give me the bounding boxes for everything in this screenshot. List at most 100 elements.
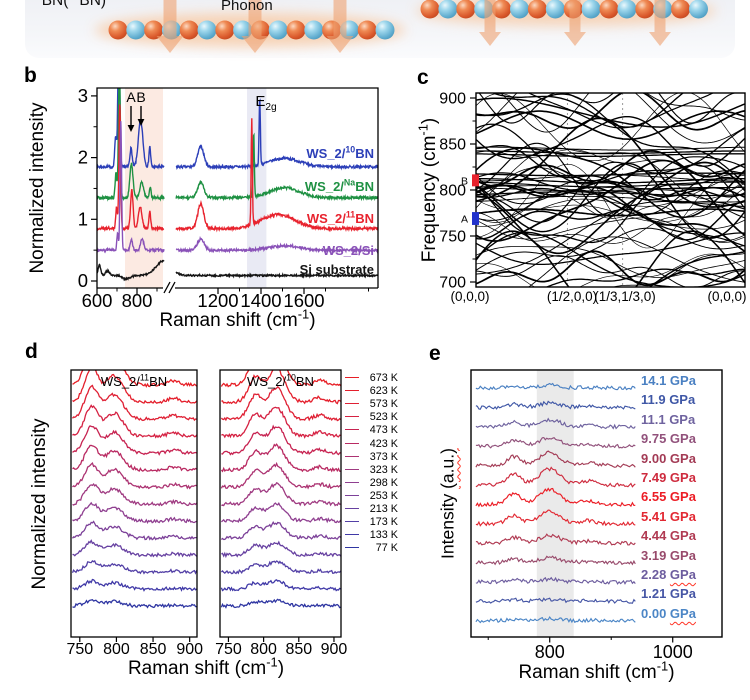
phonon-branch: [476, 150, 745, 155]
phonon-branch: [476, 181, 745, 188]
x-tick-label: 850: [285, 641, 312, 658]
temperature-spectrum: [220, 598, 341, 609]
phonon-branch: [500, 93, 745, 133]
y-tick-label: 2: [78, 147, 88, 168]
phonon-branch: [476, 187, 745, 244]
pressure-label: 5.41 GPa: [641, 508, 696, 524]
pressure-label: 11.9 GPa: [641, 392, 696, 408]
legend-swatch: [345, 442, 359, 444]
legend-label: 323 K: [369, 463, 398, 476]
phonon-branch: [476, 195, 745, 203]
x-tick-label: 800: [250, 641, 277, 658]
pressure-label: 2.28 GPa: [641, 567, 696, 582]
subpanel-title: WS_2/10BN: [247, 372, 314, 389]
x-tick-label: 1600: [283, 290, 324, 311]
phonon-branch: [476, 93, 745, 131]
phonon-branch: [476, 93, 745, 144]
pressure-label: 4.44 GPa: [641, 528, 696, 544]
pressure-spectrum: [475, 436, 636, 449]
panel-a-phonon-label: Phonon: [221, 0, 273, 14]
phonon-branch: [648, 250, 745, 287]
temperature-spectrum: [221, 481, 341, 507]
series-label: WS_2/Si: [322, 243, 374, 258]
boron-atom: [357, 20, 377, 40]
phonon-branch: [476, 110, 745, 141]
phonon-branch: [476, 172, 745, 177]
panel-c-ylabel: Frequency (cm-1): [415, 117, 440, 263]
phonon-branch: [476, 161, 745, 255]
legend-swatch: [345, 481, 359, 483]
panel-e-xlabel: Raman shift (cm-1): [518, 658, 675, 683]
legend-label: 77 K: [375, 542, 398, 555]
boron-atom: [671, 0, 691, 19]
nitrogen-atom: [375, 20, 395, 40]
legend-label: 253 K: [369, 489, 398, 502]
phonon-branch: [476, 167, 745, 230]
mode-marker-label: A: [461, 214, 468, 226]
series-label: WS_2/10BN: [306, 144, 374, 161]
axis-break-mark: [163, 281, 176, 294]
pressure-spectrum: [475, 400, 636, 410]
panel-b-plot: 600 800 1200 1400 1600 0 1 2 3 A B: [78, 85, 379, 311]
x-tick-label: 1200: [197, 290, 238, 311]
temperature-spectrum: [221, 370, 341, 405]
k-point-label: (0,0,0): [707, 289, 746, 304]
nitrogen-atom: [197, 20, 217, 40]
temperature-spectrum: [72, 404, 197, 439]
temperature-spectrum: [220, 386, 341, 422]
boron-atom: [179, 20, 199, 40]
phonon-branch: [490, 93, 685, 128]
mode-marker-A: [472, 212, 479, 225]
x-tick-label: 750: [215, 641, 242, 658]
legend-label: 523 K: [369, 411, 398, 424]
pressure-label: 11.1 GPa: [641, 411, 696, 427]
e2g-annotation: E2g: [255, 93, 277, 113]
spectrum-series-2: [97, 104, 378, 233]
pressure-spectrum: [475, 533, 636, 546]
phonon-branch: [476, 230, 745, 287]
legend-swatch: [345, 455, 359, 457]
phonon-arrow: [326, 0, 354, 53]
phonon-branch: [527, 236, 745, 287]
temperature-spectrum: [71, 560, 197, 575]
phonon-branch: [476, 147, 745, 200]
temperature-spectrum: [221, 406, 341, 439]
spectrum-series-0: [97, 88, 378, 171]
legend-swatch: [345, 547, 359, 549]
temperature-spectrum: [221, 424, 341, 456]
phonon-branch: [476, 217, 745, 242]
phonon-branch: [476, 153, 745, 157]
phonon-branch: [476, 180, 745, 199]
panel-e-letter: e: [429, 342, 441, 365]
nitrogen-atom: [510, 0, 529, 19]
subpanel-title: WS_2/11BN: [100, 372, 168, 389]
panel-b-letter: b: [24, 64, 37, 87]
legend-label: 373 K: [369, 450, 398, 463]
pressure-spectrum: [475, 555, 636, 566]
temperature-spectrum: [72, 461, 197, 490]
panel-d-subplot-1: 750 800 850 900: [215, 369, 347, 658]
legend-label: 298 K: [369, 476, 398, 489]
panel-c-plot: 700 750 800 850 900 (0,0,0) (1/2,0,0)(1/3,1/3,…: [439, 91, 746, 305]
temperature-spectrum: [220, 560, 341, 575]
temperature-spectrum: [72, 598, 197, 609]
nitrogen-atom: [438, 0, 458, 19]
x-tick-label: 800: [103, 641, 130, 658]
pressure-spectrum: [475, 417, 636, 430]
panel-a-illustration: [95, 0, 716, 53]
panel-d-subplot-0: 750 800 850 900: [66, 369, 203, 658]
boron-atom: [420, 0, 440, 19]
boron-atom: [215, 20, 235, 40]
x-tick-label: 1000: [653, 642, 693, 662]
phonon-branch: [476, 142, 745, 217]
pressure-spectrum: [475, 382, 636, 391]
y-tick-label: 800: [439, 183, 466, 200]
boron-atom: [492, 0, 512, 19]
phonon-branch: [476, 232, 745, 266]
pressure-label: 7.49 GPa: [641, 470, 696, 485]
phonon-branch: [476, 123, 745, 185]
peak-annotation: B: [136, 89, 145, 105]
pressure-spectrum: [475, 615, 636, 624]
pressure-spectrum: [475, 450, 636, 468]
legend-swatch: [345, 390, 359, 392]
